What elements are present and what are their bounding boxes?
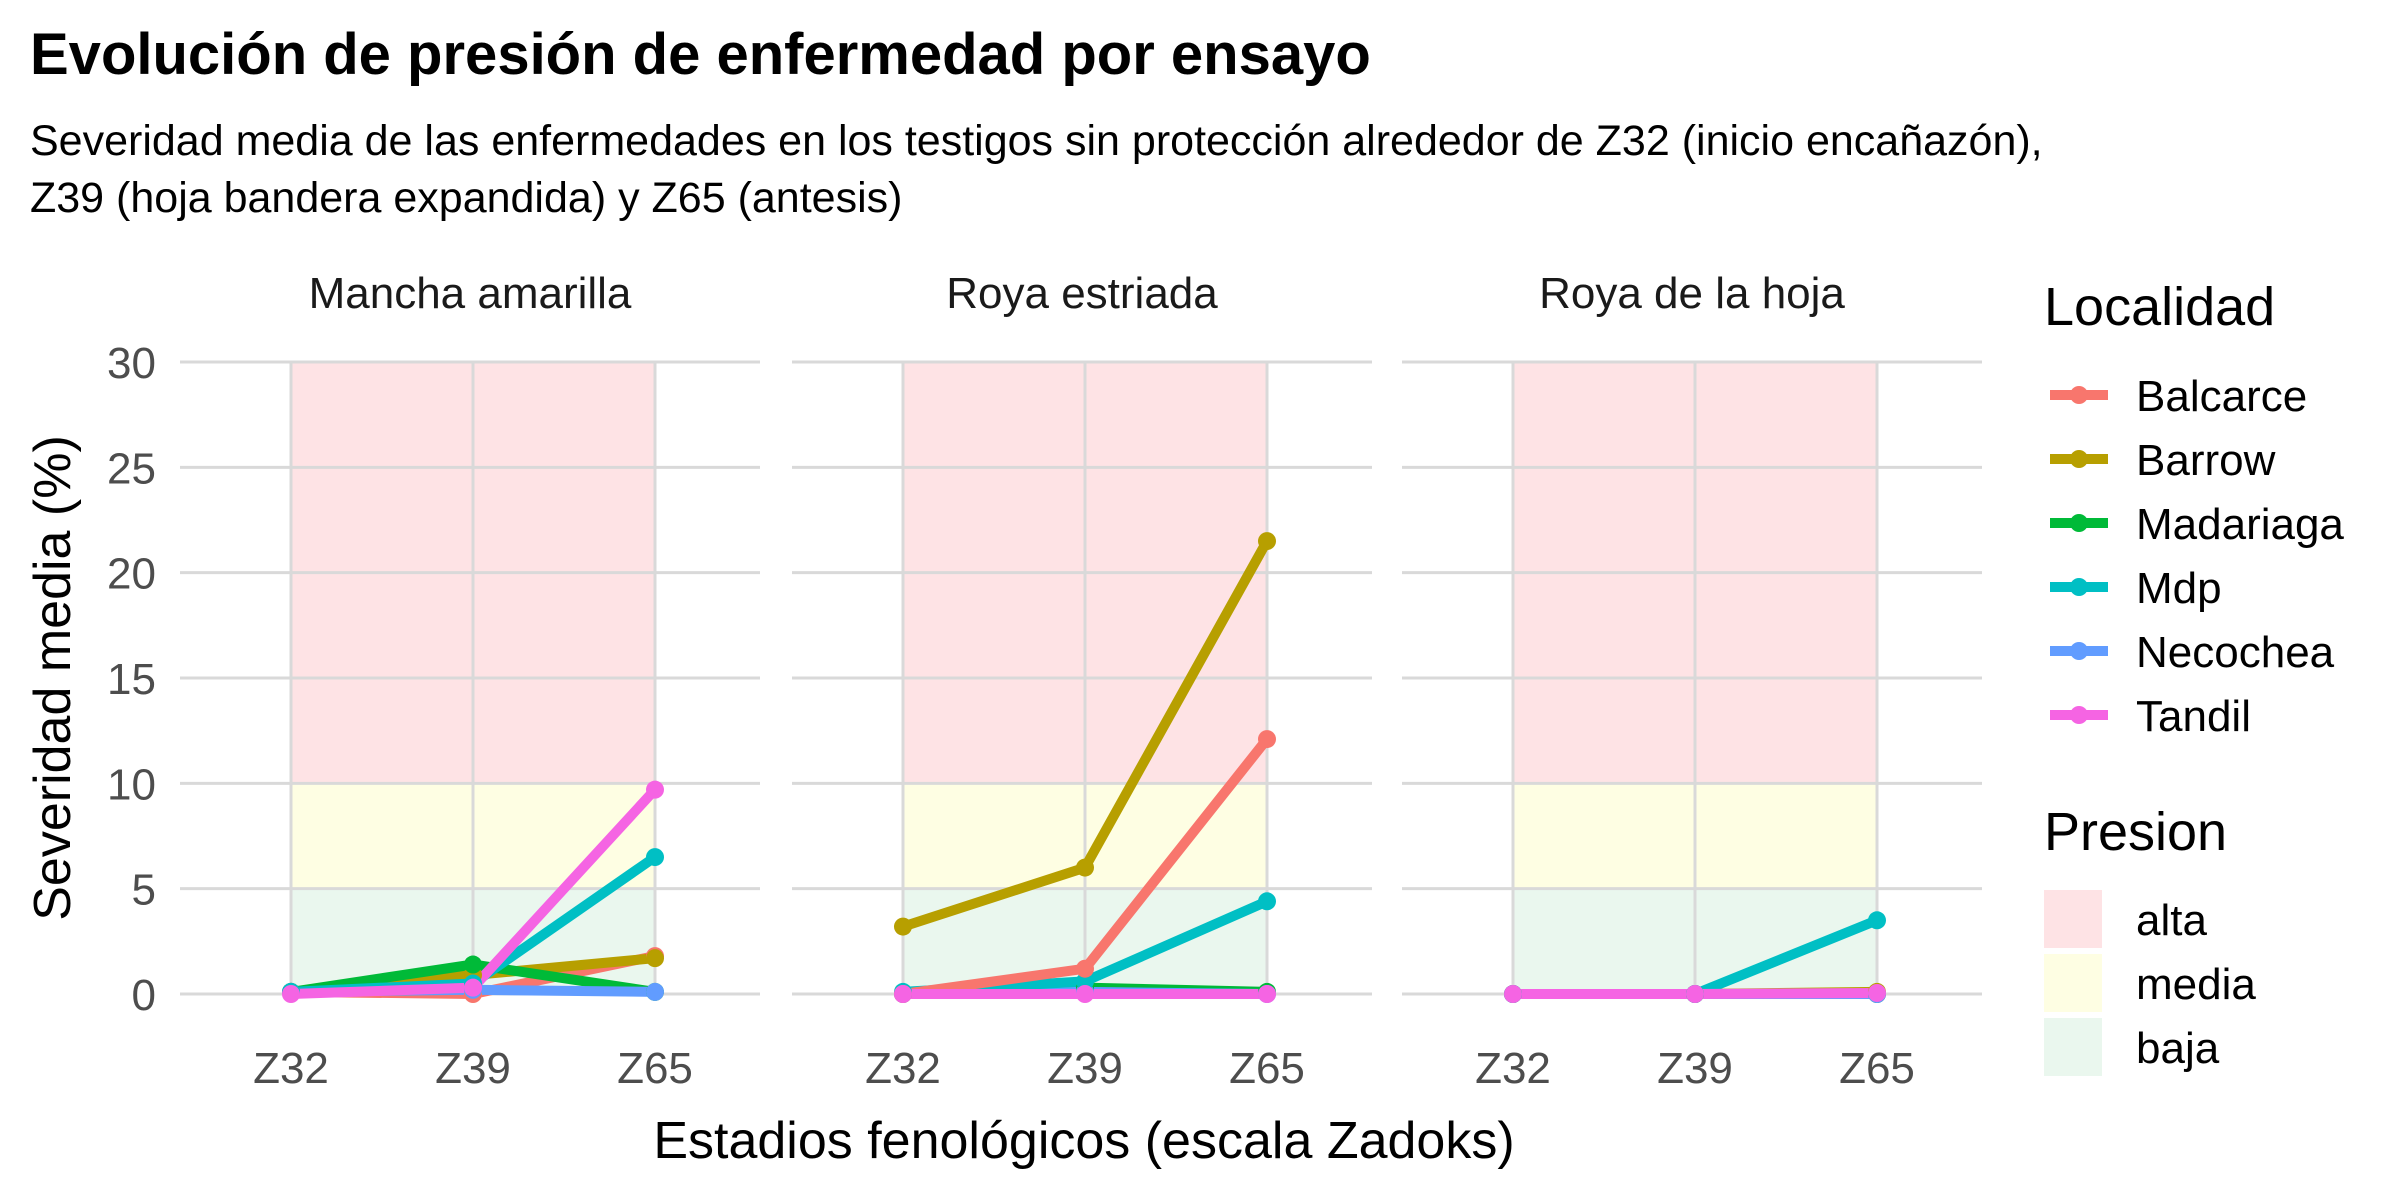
x-tick-label: Z32 bbox=[253, 1044, 329, 1093]
y-tick-label: 20 bbox=[107, 550, 156, 599]
legend-key-point bbox=[2070, 642, 2088, 660]
point-mdp bbox=[1258, 892, 1276, 911]
legend-item-necochea: Necochea bbox=[2050, 628, 2335, 677]
y-tick-label: 0 bbox=[132, 971, 156, 1020]
facet-label: Roya de la hoja bbox=[1539, 269, 1845, 318]
legend-item-balcarce: Balcarce bbox=[2050, 372, 2307, 421]
point-tandil bbox=[1686, 985, 1704, 1003]
legend-key-swatch bbox=[2044, 890, 2102, 948]
panel-3: Roya de la hoja Z32 Z39 Z65 bbox=[1402, 269, 1982, 1093]
legend-item-baja: baja bbox=[2044, 1018, 2220, 1076]
x-tick-label: Z65 bbox=[617, 1044, 693, 1093]
legend-item-madariaga: Madariaga bbox=[2050, 500, 2344, 549]
x-tick-label: Z32 bbox=[865, 1044, 941, 1093]
legend-key-point bbox=[2070, 706, 2088, 724]
legend-label: media bbox=[2136, 960, 2256, 1009]
x-tick-label: Z39 bbox=[1657, 1044, 1733, 1093]
legend-item-tandil: Tandil bbox=[2050, 692, 2251, 741]
chart-subtitle-line-1: Severidad media de las enfermedades en l… bbox=[30, 117, 2043, 165]
point-tandil bbox=[1868, 983, 1886, 1002]
point-tandil bbox=[464, 978, 482, 997]
point-balcarce bbox=[1258, 730, 1276, 749]
point-madariaga bbox=[464, 955, 482, 974]
legend-label: Necochea bbox=[2136, 628, 2335, 677]
y-axis: 0 5 10 15 20 25 30 bbox=[107, 339, 156, 1020]
legend-key-point bbox=[2070, 450, 2088, 468]
x-tick-label: Z39 bbox=[1047, 1044, 1123, 1093]
legend-label: Barrow bbox=[2136, 436, 2276, 485]
legend-label: baja bbox=[2136, 1024, 2220, 1073]
y-tick-label: 25 bbox=[107, 444, 156, 493]
legend-item-barrow: Barrow bbox=[2050, 436, 2276, 485]
point-mdp bbox=[1868, 911, 1886, 930]
point-tandil bbox=[282, 985, 300, 1003]
x-tick-label: Z32 bbox=[1475, 1044, 1551, 1093]
x-tick-label: Z65 bbox=[1229, 1044, 1305, 1093]
y-tick-label: 15 bbox=[107, 655, 156, 704]
legend-label: Madariaga bbox=[2136, 500, 2344, 549]
point-tandil bbox=[1076, 985, 1094, 1003]
legend-label: Mdp bbox=[2136, 564, 2222, 613]
legend-label: alta bbox=[2136, 896, 2207, 945]
x-tick-label: Z39 bbox=[435, 1044, 511, 1093]
facet-label: Roya estriada bbox=[946, 269, 1218, 318]
point-tandil bbox=[646, 780, 664, 799]
point-barrow bbox=[894, 917, 912, 936]
legend-item-alta: alta bbox=[2044, 890, 2207, 948]
legend-key-point bbox=[2070, 386, 2088, 404]
facet-panels: Mancha amarilla Z32 Z39 Z65 Roya estriada Z32… bbox=[180, 269, 1982, 1093]
y-axis-title: Severidad media (%) bbox=[24, 435, 82, 921]
facet-label: Mancha amarilla bbox=[309, 269, 632, 318]
point-tandil bbox=[1504, 985, 1522, 1003]
legend-title-presion: Presion bbox=[2044, 802, 2227, 862]
legend-item-media: media bbox=[2044, 954, 2256, 1012]
legend: Localidad Balcarce Barrow Madariaga Mdp Necoc… bbox=[2044, 277, 2344, 1076]
legend-key-swatch bbox=[2044, 954, 2102, 1012]
legend-key-swatch bbox=[2044, 1018, 2102, 1076]
point-necochea bbox=[646, 982, 664, 1001]
point-tandil bbox=[894, 985, 912, 1003]
point-tandil bbox=[1258, 985, 1276, 1003]
legend-key-point bbox=[2070, 578, 2088, 596]
panel-2: Roya estriada Z32 Z39 Z65 bbox=[792, 269, 1372, 1093]
x-tick-label: Z65 bbox=[1839, 1044, 1915, 1093]
legend-title-localidad: Localidad bbox=[2044, 277, 2275, 337]
x-axis-title: Estadios fenológicos (escala Zadoks) bbox=[653, 1112, 1514, 1170]
point-balcarce bbox=[1076, 959, 1094, 978]
panel-1: Mancha amarilla Z32 Z39 Z65 bbox=[180, 269, 760, 1093]
point-barrow bbox=[1076, 858, 1094, 877]
y-tick-label: 5 bbox=[132, 866, 156, 915]
y-tick-label: 30 bbox=[107, 339, 156, 388]
point-mdp bbox=[1076, 972, 1094, 991]
point-mdp bbox=[646, 848, 664, 867]
legend-label: Balcarce bbox=[2136, 372, 2307, 421]
legend-item-mdp: Mdp bbox=[2050, 564, 2222, 613]
legend-key-point bbox=[2070, 514, 2088, 532]
point-barrow bbox=[1258, 532, 1276, 551]
chart-subtitle-line-2: Z39 (hoja bandera expandida) y Z65 (ante… bbox=[30, 174, 902, 222]
legend-label: Tandil bbox=[2136, 692, 2251, 741]
point-barrow bbox=[646, 949, 664, 968]
y-tick-label: 10 bbox=[107, 760, 156, 809]
chart-title: Evolución de presión de enfermedad por e… bbox=[30, 22, 1371, 87]
